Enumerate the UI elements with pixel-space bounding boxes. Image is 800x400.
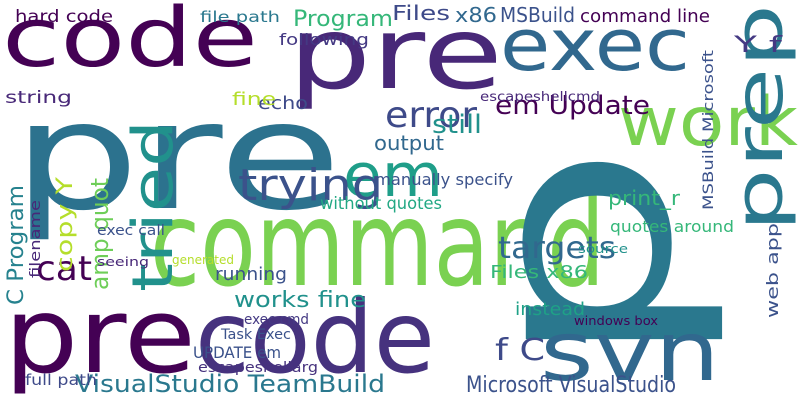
word: x86 (455, 3, 497, 27)
word: instead (515, 299, 585, 320)
word: echo (258, 93, 308, 114)
word: copy Y (53, 176, 78, 272)
word: full path (25, 371, 97, 389)
word: svn (540, 305, 720, 400)
word: VisualStudio TeamBuild (75, 370, 385, 398)
word: works fine (234, 288, 366, 313)
word: exec (500, 3, 690, 87)
word: em Update (495, 91, 650, 121)
word: targets (498, 231, 616, 266)
word: amp quot (86, 178, 114, 290)
word: work (618, 83, 799, 162)
word: pre (288, 0, 503, 112)
word: hard code (15, 7, 113, 27)
word: web app (763, 223, 782, 318)
word: MSBuild Microsoft (701, 49, 717, 210)
word: manually specify (375, 170, 513, 189)
word: Files x86 (490, 262, 588, 283)
word: em (343, 141, 443, 211)
word: source (578, 242, 628, 256)
word: tried (121, 120, 186, 292)
word: trying (238, 160, 383, 211)
word: cat (36, 249, 92, 289)
word: quotes around (610, 217, 734, 236)
word: seeing (97, 255, 149, 269)
word: escapeshellarg (198, 360, 318, 376)
word: output (374, 131, 444, 155)
word: Files (392, 1, 450, 25)
word: escapeshellcmd (480, 90, 600, 105)
word: error (385, 95, 477, 136)
word: fine (232, 89, 276, 110)
word: command line (580, 6, 710, 27)
word: running (215, 264, 287, 285)
word: p (428, 142, 730, 372)
word: MSBuild (500, 3, 575, 27)
word: pre (12, 70, 342, 244)
word: prep (721, 4, 798, 232)
word: following (279, 30, 369, 49)
word: file path (200, 8, 280, 26)
word: pre (4, 275, 196, 397)
word: string (5, 88, 72, 108)
word: print_r (608, 186, 681, 210)
word: UPDATE em (193, 343, 281, 362)
word: Task Exec (220, 327, 291, 343)
word: Program (293, 7, 393, 32)
word: still (432, 110, 482, 140)
word: code (195, 279, 435, 396)
word: Microsoft VisualStudio (466, 373, 676, 398)
word: code (2, 0, 258, 86)
word: windows box (574, 314, 658, 328)
word: generated (172, 253, 234, 267)
word: exec call (97, 223, 165, 239)
word: f C (495, 333, 545, 368)
word: exec cmd (244, 312, 309, 328)
word: filename (28, 200, 44, 278)
word: Y f (732, 33, 784, 58)
word: C Program (4, 185, 29, 305)
word: without quotes (320, 194, 442, 214)
word: command (150, 175, 605, 313)
